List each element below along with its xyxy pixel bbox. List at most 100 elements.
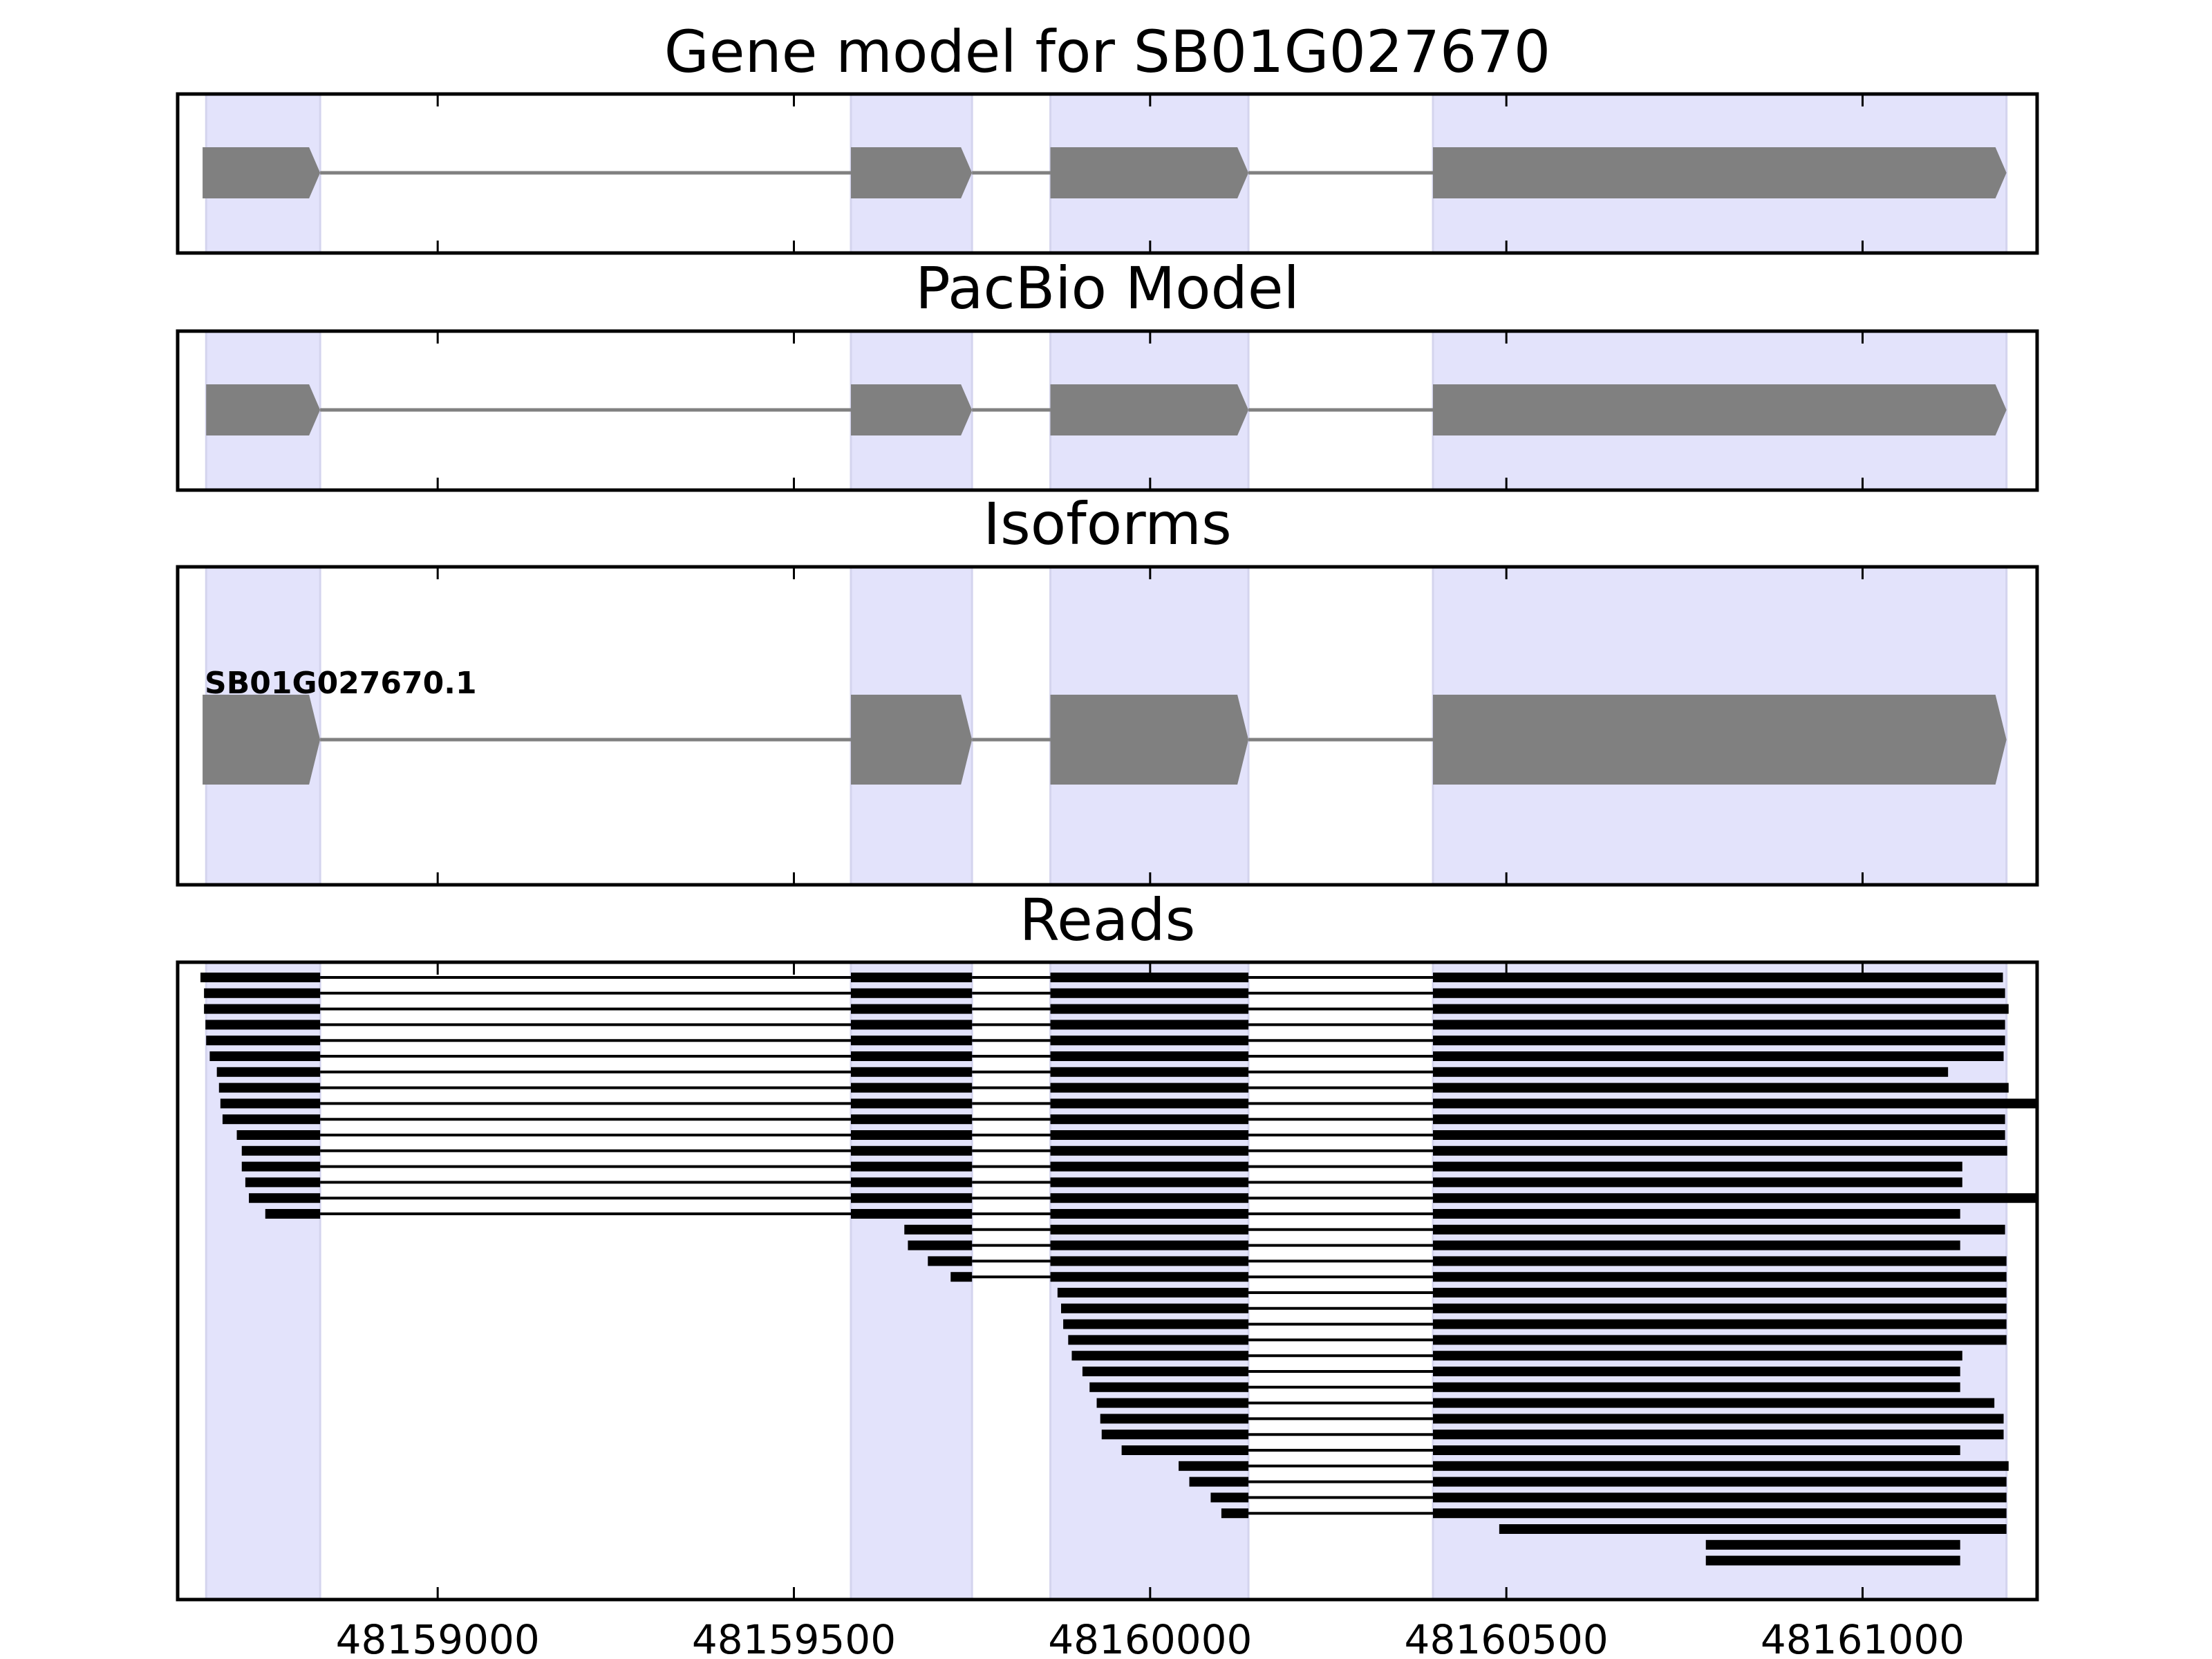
gene-model-title: Gene model for SB01G027670 xyxy=(664,18,1550,86)
read xyxy=(1179,1461,2009,1471)
read-block xyxy=(1433,1335,2007,1345)
read xyxy=(245,1177,1962,1188)
read-block xyxy=(1433,1161,1962,1172)
read-block xyxy=(850,973,973,982)
read-block xyxy=(1433,1508,2007,1519)
read-block xyxy=(1050,1004,1249,1014)
read-block xyxy=(1433,1351,1962,1361)
read-block xyxy=(850,1082,973,1093)
read-block xyxy=(1433,1445,1960,1455)
read-block xyxy=(1433,1382,1960,1392)
read-block xyxy=(850,1177,973,1188)
read-block xyxy=(850,1098,973,1109)
read-block xyxy=(1433,1398,1995,1408)
read xyxy=(1071,1351,1962,1361)
read xyxy=(241,1145,2007,1156)
read-block xyxy=(209,1051,321,1061)
read-block xyxy=(1101,1430,1249,1440)
read-block xyxy=(1050,1161,1249,1172)
read-block xyxy=(1057,1288,1249,1297)
read-block xyxy=(1433,1035,2005,1046)
read-block xyxy=(1433,1051,2004,1061)
read xyxy=(249,1193,2038,1203)
read-block xyxy=(218,1082,321,1093)
read-block xyxy=(850,1051,973,1061)
read xyxy=(265,1209,1960,1219)
read-block xyxy=(1433,1240,1960,1250)
read xyxy=(1705,1555,1960,1566)
read-block xyxy=(1499,1524,2007,1534)
read-block xyxy=(204,1004,321,1014)
read xyxy=(206,1035,2005,1046)
read xyxy=(1100,1414,2004,1424)
read-block xyxy=(1050,1272,1249,1282)
read xyxy=(1499,1524,2007,1534)
read-block xyxy=(850,1035,973,1046)
read-block xyxy=(1433,1256,2007,1266)
read-block xyxy=(1068,1335,1249,1345)
read-block xyxy=(850,1145,973,1156)
read-block xyxy=(850,1209,973,1219)
read-block xyxy=(1050,973,1249,982)
read-block xyxy=(1433,1461,2009,1471)
read-block xyxy=(1433,1177,1962,1188)
read xyxy=(1189,1477,2007,1487)
read-block xyxy=(1433,1414,2004,1424)
read-block xyxy=(205,1020,321,1030)
read-block xyxy=(200,973,321,982)
read-block xyxy=(908,1240,973,1250)
read xyxy=(904,1224,2005,1235)
reads-frame xyxy=(176,960,2039,1602)
read xyxy=(204,988,2005,998)
exon-block xyxy=(850,147,973,198)
read-block xyxy=(265,1209,321,1219)
read xyxy=(1082,1367,1960,1376)
read-block xyxy=(1221,1508,1249,1519)
read-block xyxy=(1050,1256,1249,1266)
read-block xyxy=(1433,988,2005,998)
exon-block xyxy=(1050,384,1249,435)
read-block xyxy=(1050,1114,1249,1125)
x-axis-tick-labels: 48159000 48159500 48160000 48160500 48161000 xyxy=(336,1616,1965,1659)
read xyxy=(1089,1382,1960,1392)
read-block xyxy=(928,1256,973,1266)
read-block xyxy=(1433,1319,2007,1329)
read-block xyxy=(850,1067,973,1077)
read-block xyxy=(1210,1492,1249,1503)
exon-block xyxy=(850,695,973,785)
read-block xyxy=(1433,1082,2009,1093)
x-tick-label: 48159500 xyxy=(692,1616,896,1659)
gene-model-panel: Gene model for SB01G027670 xyxy=(176,18,2039,255)
read-block xyxy=(1050,1193,1249,1203)
read-block xyxy=(1433,1492,2007,1503)
read xyxy=(218,1082,2009,1093)
x-tick-label: 48159000 xyxy=(336,1616,540,1659)
read-block xyxy=(241,1145,321,1156)
exon-block xyxy=(1433,147,2007,198)
read-block xyxy=(1433,1272,2007,1282)
read-block xyxy=(1050,1098,1249,1109)
read-block xyxy=(1050,1177,1249,1188)
x-tick-label: 48160500 xyxy=(1405,1616,1609,1659)
read xyxy=(908,1240,1960,1250)
read xyxy=(1121,1445,1960,1455)
read-block xyxy=(1433,1477,2007,1487)
read-block xyxy=(1433,1430,2004,1440)
read xyxy=(1057,1288,2007,1297)
read xyxy=(950,1272,2007,1282)
isoforms-frame xyxy=(176,565,2039,887)
reads-panel: Reads 48159000 48159500 48160000 48160500 48… xyxy=(176,886,2039,1659)
read-block xyxy=(1050,1240,1249,1250)
read xyxy=(222,1114,2005,1125)
read xyxy=(928,1256,2007,1266)
read-block xyxy=(1179,1461,1249,1471)
read-block xyxy=(1433,1303,2007,1313)
read xyxy=(236,1130,2005,1140)
read-block xyxy=(1050,1130,1249,1140)
read-block xyxy=(1433,1367,1960,1376)
read-block xyxy=(850,1004,973,1014)
read-block xyxy=(216,1067,321,1077)
x-tick-label: 48160000 xyxy=(1048,1616,1252,1659)
read-block xyxy=(1096,1398,1249,1408)
